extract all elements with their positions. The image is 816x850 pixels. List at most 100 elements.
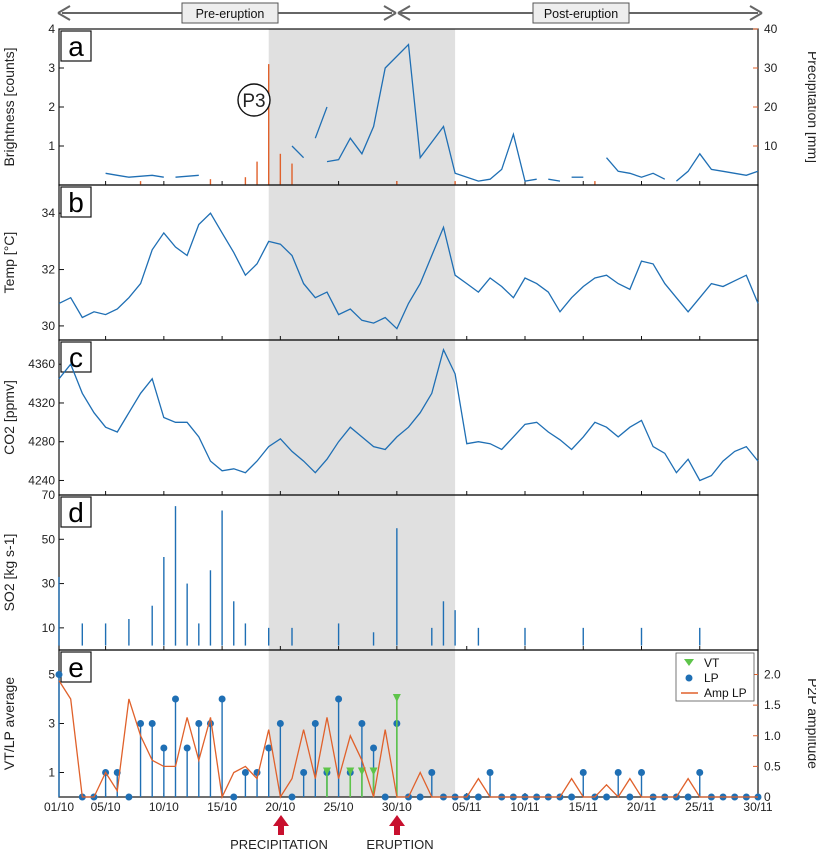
y-right-tick-label: 0 bbox=[764, 790, 771, 804]
lp-point bbox=[276, 720, 284, 727]
vt-point bbox=[392, 694, 401, 702]
y-axis-label: CO2 [ppmv] bbox=[1, 380, 17, 455]
panel-letter-box bbox=[60, 30, 92, 62]
vt-point bbox=[369, 767, 378, 776]
panel-letter: c bbox=[69, 342, 83, 373]
lp-point bbox=[579, 769, 587, 776]
x-tick-label: 05/11 bbox=[452, 800, 481, 814]
y-right-tick-label: 30 bbox=[764, 61, 778, 75]
y-tick-label: 4 bbox=[48, 22, 55, 36]
y-tick-label: 30 bbox=[42, 319, 56, 333]
series-amp-lp bbox=[58, 680, 758, 800]
y-tick-label: 34 bbox=[42, 206, 56, 220]
y-right-tick-label: 10 bbox=[764, 139, 778, 153]
series-line bbox=[326, 43, 537, 182]
y-tick-label: 5 bbox=[48, 668, 55, 682]
lp-point bbox=[125, 793, 133, 801]
y-tick-label: 32 bbox=[42, 263, 56, 277]
y-tick-label: 3 bbox=[48, 61, 55, 75]
lp-point bbox=[381, 793, 389, 801]
legend-vt-icon bbox=[684, 659, 694, 666]
y-right-tick-label: 1.0 bbox=[764, 729, 781, 743]
period-header: Pre-eruption Post-eruption bbox=[57, 2, 763, 24]
lp-point bbox=[428, 769, 436, 776]
eruption-arrow bbox=[389, 815, 405, 835]
precipitation-label: PRECIPITATION bbox=[230, 837, 328, 850]
lp-point bbox=[335, 695, 343, 703]
y-tick-label: 30 bbox=[42, 577, 56, 591]
post-eruption-label-box bbox=[532, 2, 630, 24]
x-tick-label: 25/10 bbox=[324, 800, 354, 814]
lp-point bbox=[474, 793, 482, 801]
y-right-tick-label: 20 bbox=[764, 100, 778, 114]
x-axis-labels: 01/10 05/10 10/10 15/10 20/10 25/10 30/10 05/11… bbox=[44, 800, 773, 814]
y-tick-label: 4280 bbox=[28, 435, 55, 449]
series-line bbox=[58, 212, 759, 330]
p3-circle bbox=[237, 83, 271, 117]
y-tick-label: 4360 bbox=[28, 357, 55, 371]
y-axis-label: SO2 [kg s-1] bbox=[1, 534, 17, 612]
y-right-tick-label: 0.5 bbox=[764, 759, 781, 773]
y-right-tick-label: 1.5 bbox=[764, 698, 781, 712]
panel-letter-box bbox=[60, 496, 92, 528]
precipitation-arrow bbox=[273, 815, 289, 835]
lp-point bbox=[288, 793, 296, 801]
y-axis-label: Brightness [counts] bbox=[1, 47, 17, 166]
lp-point bbox=[183, 744, 191, 752]
lp-point bbox=[230, 793, 238, 801]
legend-lp-icon bbox=[685, 674, 693, 682]
x-tick-label: 30/11 bbox=[743, 800, 772, 814]
post-eruption-arrowhead-left bbox=[397, 5, 411, 21]
y-axis-label: VT/LP average bbox=[1, 677, 17, 770]
eruption-label: ERUPTION bbox=[366, 837, 433, 850]
lp-point bbox=[265, 744, 273, 752]
y-right-tick-label: 2.0 bbox=[764, 668, 781, 682]
lp-point bbox=[638, 769, 645, 776]
panel-a: 1 2 3 4 10 20 30 40 Precipitation [mm] Brightness… bbox=[1, 22, 816, 186]
series-line bbox=[675, 152, 759, 182]
panel-letter-box bbox=[60, 186, 92, 218]
lp-point bbox=[358, 720, 366, 727]
post-eruption-label: Post-eruption bbox=[544, 7, 618, 21]
lp-point bbox=[626, 793, 634, 801]
panel-e: 1 3 5 0 0.5 1.0 1.5 2.0 P2P amplitude VT/LP avera… bbox=[1, 649, 816, 804]
y-tick-label: 1 bbox=[48, 766, 55, 780]
lp-point bbox=[148, 720, 156, 727]
lp-point bbox=[486, 769, 494, 776]
x-tick-label: 05/10 bbox=[91, 800, 121, 814]
y-axis-label: Temp [°C] bbox=[1, 232, 17, 294]
lp-point bbox=[370, 744, 378, 752]
panel-letter: b bbox=[68, 187, 84, 218]
lp-point bbox=[300, 769, 308, 776]
pre-eruption-label: Pre-eruption bbox=[196, 7, 265, 21]
lp-point bbox=[55, 671, 63, 678]
series-line bbox=[105, 172, 164, 178]
x-tick-label: 01/10 bbox=[44, 800, 74, 814]
series-line bbox=[58, 347, 759, 482]
series-line bbox=[548, 178, 561, 182]
lp-point bbox=[603, 793, 611, 801]
lp-point bbox=[241, 769, 249, 776]
legend-lp-label: LP bbox=[704, 671, 719, 685]
series-line bbox=[291, 145, 305, 159]
panel-d: 10 30 50 70 SO2 [kg s-1] d bbox=[1, 488, 759, 651]
lp-point bbox=[696, 769, 704, 776]
panel-letter: e bbox=[68, 652, 84, 683]
y-tick-label: 1 bbox=[48, 139, 55, 153]
y-tick-label: 10 bbox=[42, 621, 56, 635]
y-tick-label: 2 bbox=[48, 100, 55, 114]
x-tick-label: 25/11 bbox=[685, 800, 714, 814]
post-eruption-arrowhead-right bbox=[749, 5, 763, 21]
x-tick-label: 20/10 bbox=[265, 800, 295, 814]
vt-point bbox=[346, 767, 355, 776]
panel-letter: d bbox=[68, 497, 84, 528]
y-right-axis-label: Precipitation [mm] bbox=[805, 51, 816, 163]
x-tick-label: 10/10 bbox=[149, 800, 179, 814]
vt-point bbox=[357, 767, 366, 776]
pre-eruption-arrowhead-right bbox=[383, 5, 397, 21]
panel-letter-box bbox=[60, 341, 92, 373]
pre-eruption-label-box bbox=[181, 2, 279, 24]
lp-point bbox=[160, 744, 168, 752]
